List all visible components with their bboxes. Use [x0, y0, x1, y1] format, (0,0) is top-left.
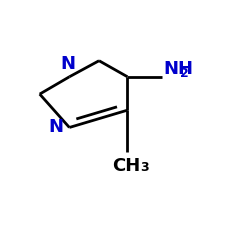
Text: N: N	[48, 118, 63, 136]
Text: N: N	[61, 55, 76, 73]
Text: 2: 2	[180, 67, 189, 80]
Text: CH: CH	[112, 157, 140, 175]
Text: 3: 3	[140, 161, 148, 174]
Text: NH: NH	[163, 60, 193, 78]
